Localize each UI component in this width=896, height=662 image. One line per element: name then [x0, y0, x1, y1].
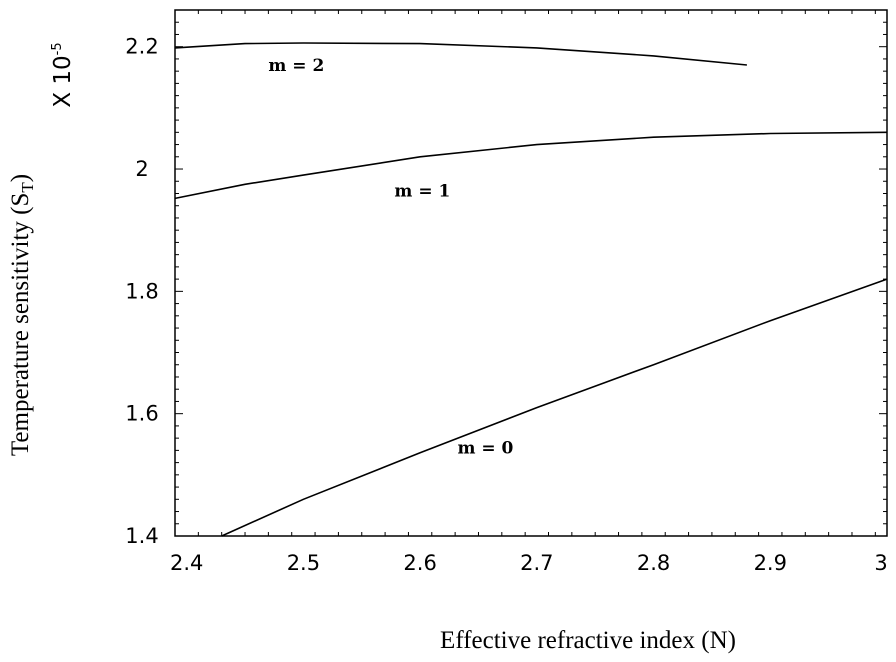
- y-tick-label: 2.2: [125, 35, 158, 59]
- y-axis-title-sub: T: [18, 182, 37, 193]
- y-tick-label: 2: [135, 157, 148, 181]
- series-line: [221, 278, 888, 537]
- y-axis-title: Temperature sensitivity (ST): [7, 174, 37, 456]
- series-label: m = 0: [457, 438, 513, 458]
- y-axis-scale: X 10-5: [50, 42, 76, 107]
- y-tick-label: 1.6: [125, 402, 158, 426]
- x-tick-label: 3: [874, 551, 887, 575]
- series-lines: [174, 42, 888, 537]
- x-axis-title: Effective refractive index (N): [440, 627, 736, 654]
- x-tick-label: 2.4: [170, 551, 203, 575]
- x-tick-label: 2.7: [520, 551, 553, 575]
- y-tick-label: 1.8: [125, 279, 158, 303]
- plot-frame: [174, 9, 888, 537]
- y-axis-ticks: 1.4 1.6 1.8 2 2.2: [125, 9, 887, 548]
- y-axis-title-main: Temperature sensitivity (S: [7, 193, 34, 456]
- x-tick-label: 2.6: [403, 551, 436, 575]
- series-label: m = 2: [268, 56, 324, 76]
- series-label: m = 1: [394, 182, 450, 202]
- x-axis-ticks: 2.4 2.5 2.6 2.7 2.8 2.9 3: [170, 10, 888, 575]
- x-tick-label: 2.8: [637, 551, 670, 575]
- svg-text:X 10-5: X 10-5: [50, 42, 76, 107]
- svg-text:Temperature sensitivity (ST): Temperature sensitivity (ST): [7, 174, 37, 456]
- x-tick-label: 2.9: [754, 551, 787, 575]
- y-axis-scale-exp: -5: [50, 42, 65, 55]
- x-tick-label: 2.5: [287, 551, 320, 575]
- series-labels: m = 0 m = 1 m = 2: [268, 56, 513, 458]
- series-line: [174, 42, 747, 66]
- y-axis-title-close: ): [7, 174, 34, 182]
- series-line: [174, 131, 888, 200]
- y-tick-label: 1.4: [125, 524, 158, 548]
- y-axis-scale-label: X 10: [50, 55, 76, 107]
